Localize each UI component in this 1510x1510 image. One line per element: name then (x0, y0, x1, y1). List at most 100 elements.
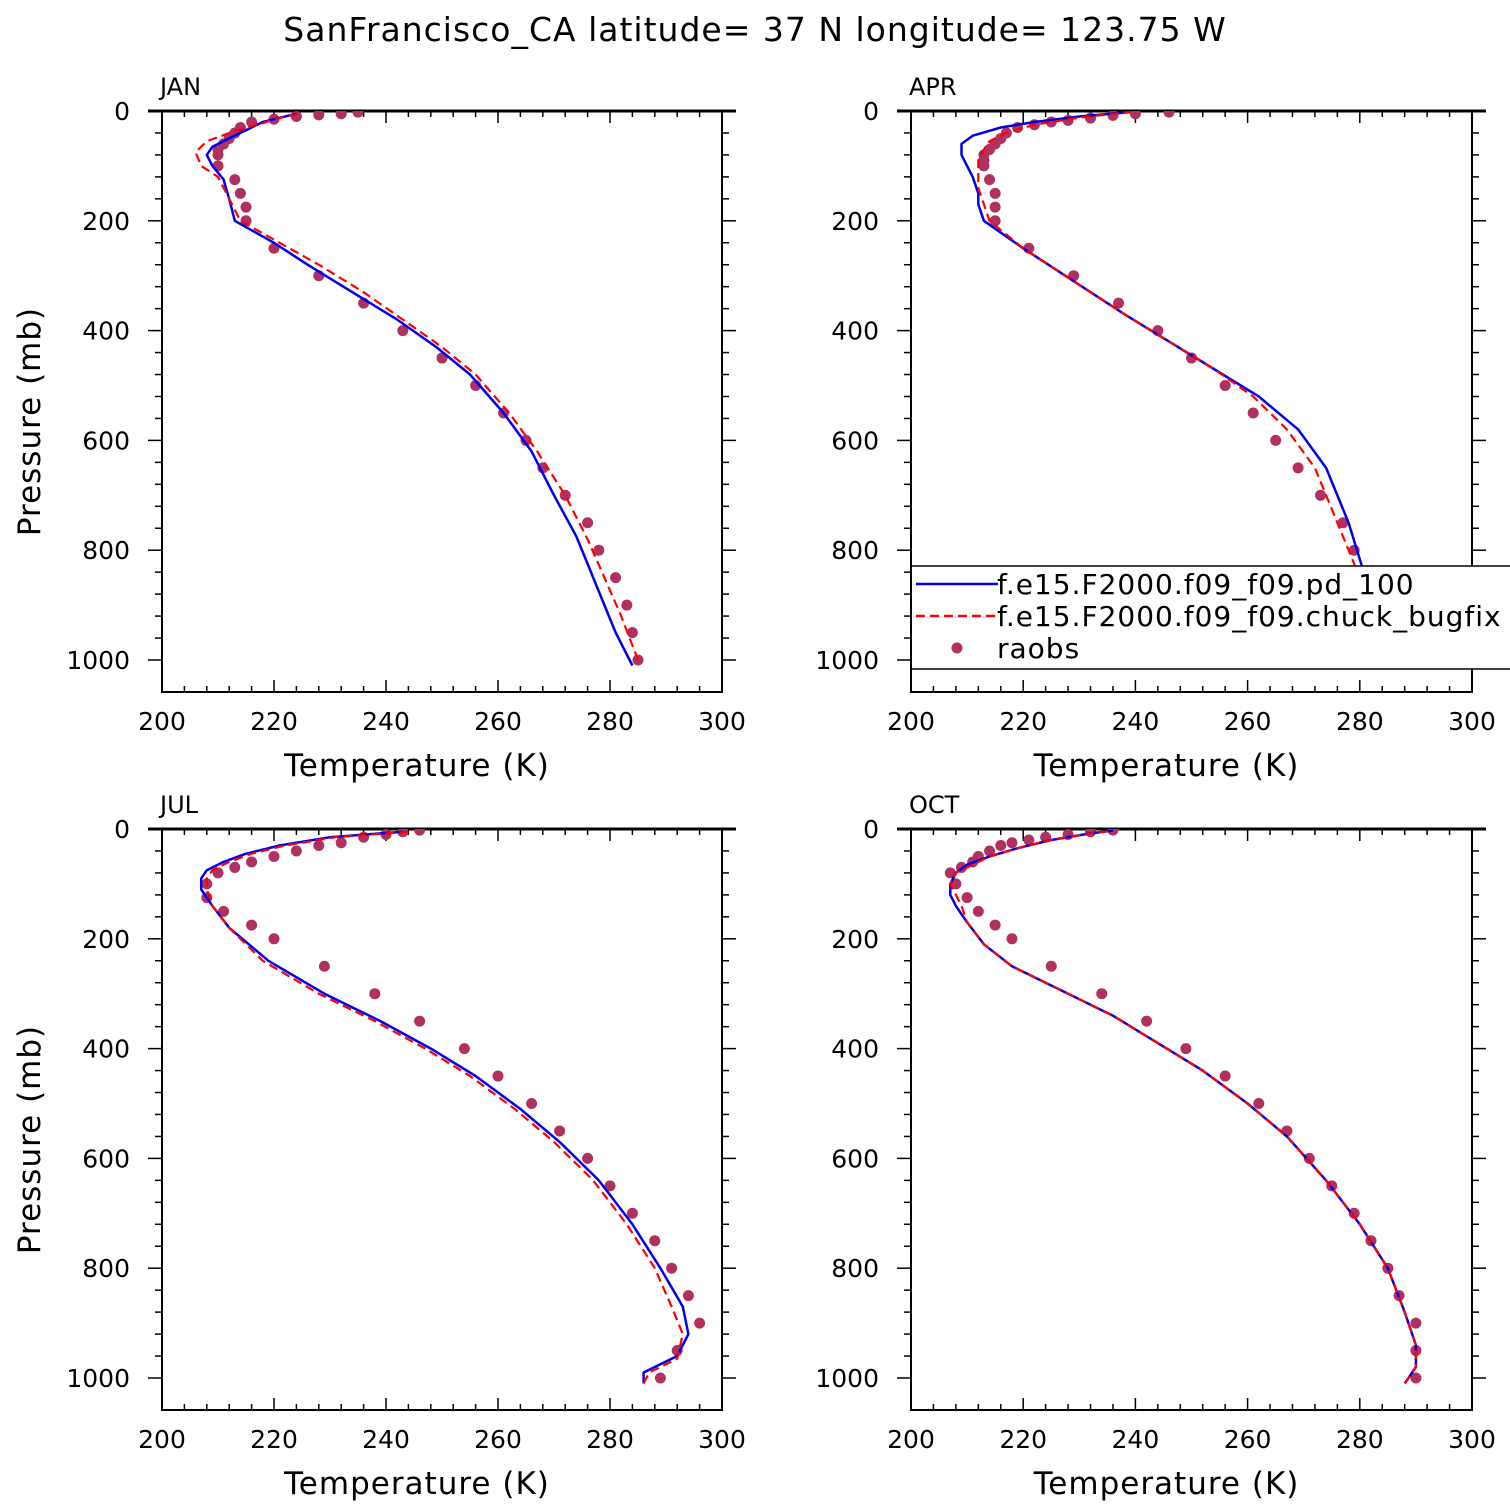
raobs-point (1006, 837, 1018, 849)
series-group (194, 111, 644, 667)
raobs-point (989, 187, 1001, 199)
panel-apr: 200 220 240 260 280 300 0 200 400 600 800 1000 APR Te… (815, 73, 1495, 784)
x-tick-label: 220 (250, 1425, 298, 1454)
raobs-point (268, 933, 280, 945)
y-tick-label: 1000 (815, 1364, 879, 1393)
raobs-point (610, 572, 622, 584)
raobs-point (397, 325, 409, 337)
x-tick-label: 240 (1112, 707, 1160, 736)
y-tick-label: 400 (831, 1035, 879, 1064)
y-tick-label: 400 (82, 1035, 130, 1064)
raobs-point (1107, 111, 1119, 121)
panel-jul: 200 220 240 260 280 300 0 200 400 600 800 1000 JUL Te… (12, 791, 746, 1502)
y-axis-label: Pressure (mb) (12, 307, 48, 536)
y-tick-label: 800 (82, 1254, 130, 1283)
x-axis-label: Temperature (K) (1033, 1466, 1300, 1502)
raobs-point (234, 187, 246, 199)
x-tick-label: 260 (474, 707, 522, 736)
raobs-point (989, 215, 1001, 227)
series-line-pd100 (949, 829, 1418, 1385)
raobs-point (1113, 297, 1125, 309)
y-tick-label: 800 (831, 1254, 879, 1283)
raobs-point (290, 845, 302, 857)
panel-label: OCT (909, 791, 960, 819)
y-tick-label: 600 (831, 426, 879, 455)
x-tick-label: 200 (138, 1425, 186, 1454)
raobs-point (1348, 1207, 1360, 1219)
panel-jan: 200 220 240 260 280 300 0 200 400 600 800 1000 JAN Te… (12, 73, 746, 784)
series-group (960, 111, 1394, 666)
raobs-point (989, 201, 1001, 213)
series-group (944, 829, 1422, 1385)
x-tick-label: 300 (698, 1425, 746, 1454)
x-tick-label: 260 (474, 1425, 522, 1454)
panel-label: APR (909, 73, 957, 101)
raobs-point (1129, 111, 1141, 120)
raobs-point (1303, 1152, 1315, 1164)
series-line-pd100 (199, 830, 690, 1384)
raobs-point (1045, 960, 1057, 972)
x-tick-label: 220 (999, 707, 1047, 736)
y-tick-label: 200 (82, 925, 130, 954)
y-tick-label: 0 (863, 97, 879, 126)
x-tick-label: 260 (1224, 1425, 1272, 1454)
raobs-point (1096, 988, 1108, 1000)
x-tick-label: 240 (1112, 1425, 1160, 1454)
raobs-point (335, 837, 347, 849)
y-tick-label: 800 (831, 536, 879, 565)
legend-label: f.e15.F2000.f09_f09.pd_100 (997, 568, 1415, 601)
x-axis-label: Temperature (K) (1033, 748, 1300, 784)
y-tick-label: 0 (114, 815, 130, 844)
y-tick-label: 800 (82, 536, 130, 565)
raobs-point (950, 878, 962, 890)
y-tick-label: 600 (82, 426, 130, 455)
raobs-point (246, 856, 258, 868)
x-tick-label: 220 (999, 1425, 1047, 1454)
raobs-point (1292, 462, 1304, 474)
raobs-point (984, 845, 996, 857)
y-axis-label: Pressure (mb) (12, 1025, 48, 1254)
raobs-point (559, 489, 571, 501)
raobs-point (218, 905, 230, 917)
x-tick-label: 280 (586, 1425, 634, 1454)
raobs-point (1410, 1372, 1422, 1384)
x-tick-label: 240 (362, 1425, 410, 1454)
raobs-point (649, 1235, 661, 1247)
raobs-point (240, 201, 252, 213)
raobs-point (229, 174, 241, 186)
y-tick-label: 400 (831, 317, 879, 346)
raobs-point (318, 960, 330, 972)
raobs-point (972, 905, 984, 917)
raobs-point (268, 850, 280, 862)
plot-frame (910, 828, 1473, 1411)
raobs-point (1163, 111, 1175, 118)
plot-frame (161, 110, 723, 693)
y-tick-label: 200 (831, 207, 879, 236)
raobs-point (229, 861, 241, 873)
series-line-chuck-bugfix (205, 830, 684, 1384)
series-line-chuck-bugfix (977, 111, 1389, 661)
legend-label: raobs (997, 632, 1080, 665)
raobs-point (526, 1098, 538, 1109)
legend-label: f.e15.F2000.f09_f09.chuck_bugfix (997, 600, 1502, 633)
raobs-point (621, 599, 633, 611)
raobs-point (582, 1152, 594, 1164)
raobs-point (414, 829, 426, 836)
raobs-point (626, 627, 638, 639)
y-tick-label: 200 (82, 207, 130, 236)
raobs-point (414, 1015, 426, 1027)
raobs-point (582, 517, 594, 529)
raobs-point (1337, 517, 1349, 529)
raobs-point (1270, 434, 1282, 446)
x-tick-label: 300 (698, 707, 746, 736)
series-line-chuck-bugfix (194, 112, 640, 661)
raobs-point (995, 839, 1007, 851)
raobs-point (593, 544, 605, 556)
x-tick-label: 200 (138, 707, 186, 736)
legend: f.e15.F2000.f09_f09.pd_100f.e15.F2000.f0… (912, 565, 1510, 670)
y-tick-label: 200 (831, 925, 879, 954)
series-group (199, 829, 706, 1384)
legend-bg (912, 566, 1510, 669)
x-tick-label: 200 (887, 1425, 935, 1454)
